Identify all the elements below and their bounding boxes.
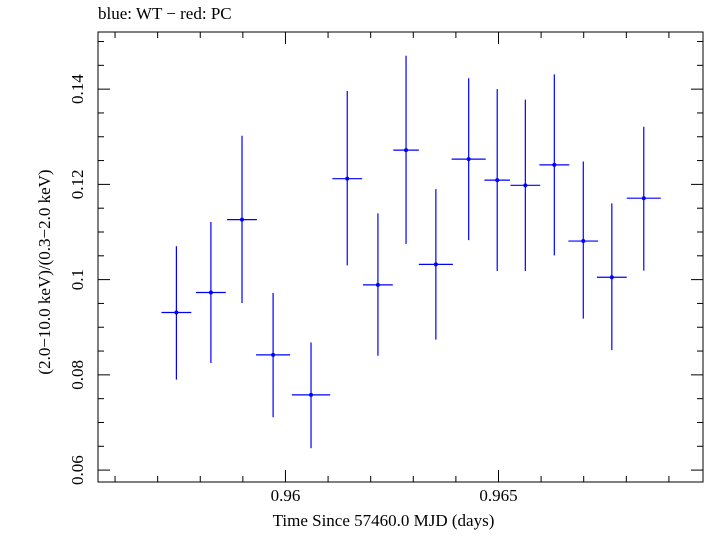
data-point xyxy=(195,222,226,363)
point-marker xyxy=(271,352,276,357)
point-marker xyxy=(240,217,245,222)
data-point xyxy=(510,99,541,272)
plot-frame xyxy=(97,31,704,483)
point-marker xyxy=(375,282,380,287)
y-tick-label: 0.08 xyxy=(68,360,87,390)
data-point xyxy=(332,91,363,266)
data-point xyxy=(568,161,599,319)
data-points-group xyxy=(161,55,661,449)
x-tick-label: 0.96 xyxy=(271,486,301,505)
x-axis-label: Time Since 57460.0 MJD (days) xyxy=(273,511,495,530)
data-point xyxy=(291,342,331,449)
data-point xyxy=(393,55,419,244)
point-marker xyxy=(345,176,350,181)
point-marker xyxy=(208,290,213,295)
data-point xyxy=(161,246,192,380)
point-marker xyxy=(404,148,409,153)
data-point xyxy=(451,78,486,241)
point-marker xyxy=(309,392,314,397)
point-marker xyxy=(495,178,500,183)
data-point xyxy=(418,189,453,340)
x-tick-label: 0.965 xyxy=(479,486,517,505)
y-tick-label: 0.14 xyxy=(68,74,87,104)
point-marker xyxy=(609,275,614,280)
chart-title: blue: WT − red: PC xyxy=(98,4,232,23)
plot-frame-group xyxy=(97,31,704,483)
point-marker xyxy=(174,310,179,315)
data-point xyxy=(596,203,627,351)
axis-ticks-group: 0.96 0.965 0.06 0.08 0.1 0.12 0.14 xyxy=(68,32,703,505)
data-point xyxy=(227,135,257,303)
data-point xyxy=(363,213,393,356)
data-point xyxy=(626,126,661,271)
y-tick-label: 0.06 xyxy=(68,455,87,485)
point-marker xyxy=(641,196,646,201)
data-point xyxy=(256,292,291,418)
point-marker xyxy=(581,239,586,244)
data-point xyxy=(484,89,510,272)
data-point xyxy=(539,74,570,256)
y-tick-label: 0.1 xyxy=(68,269,87,290)
point-marker xyxy=(433,262,438,267)
point-marker xyxy=(523,183,528,188)
point-marker xyxy=(466,157,471,162)
y-tick-label: 0.12 xyxy=(68,170,87,200)
y-axis-label: (2.0−10.0 keV)/(0.3−2.0 keV) xyxy=(35,169,54,374)
point-marker xyxy=(552,162,557,167)
